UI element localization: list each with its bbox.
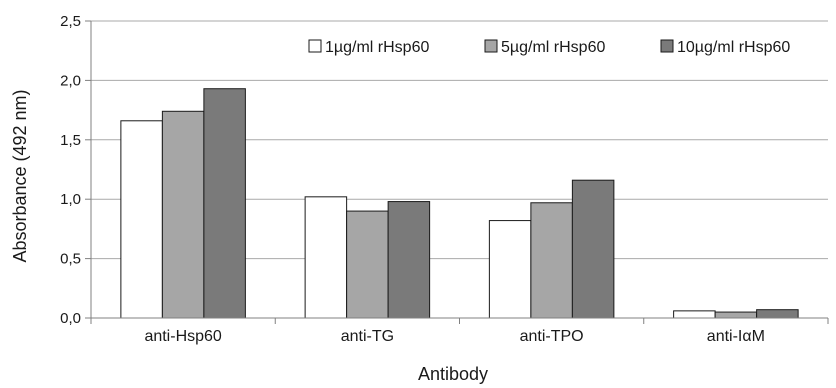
y-tick-label: 0,5 [60,251,81,268]
bar [203,88,246,319]
bar [714,311,758,319]
legend-swatch [308,39,322,53]
legend: 1µg/ml rHsp60 5µg/ml rHsp60 10µg/ml rHsp60 [308,39,790,56]
bar [530,202,573,319]
bar [488,220,532,319]
x-tick-label: anti-TG [341,328,394,345]
bar [571,179,615,319]
bar [346,210,389,319]
bar [387,201,431,319]
bar [673,310,716,319]
legend-swatch [660,39,674,53]
bar [756,309,799,319]
bar [161,110,205,319]
y-axis-title: Absorbance (492 nm) [10,89,30,262]
legend-label: 5µg/ml rHsp60 [501,39,605,56]
bar [304,196,348,319]
axis-labels: 0,0 0,5 1,0 1,5 2,0 2,5 anti-Hsp60 anti-TG anti-… [60,13,765,345]
axes [85,20,829,324]
y-tick-label: 2,0 [60,72,81,89]
bars [120,88,799,319]
bar [120,120,163,319]
x-axis-title: Antibody [418,364,488,384]
x-tick-label: anti-IαM [707,328,765,345]
legend-swatch [484,39,498,53]
y-tick-label: 0,0 [60,310,81,327]
legend-label: 10µg/ml rHsp60 [677,39,790,56]
x-tick-label: anti-Hsp60 [144,328,221,345]
x-tick-label: anti-TPO [520,328,584,345]
legend-label: 1µg/ml rHsp60 [325,39,429,56]
y-tick-label: 2,5 [60,13,81,30]
y-tick-label: 1,5 [60,132,81,149]
y-tick-label: 1,0 [60,191,81,208]
